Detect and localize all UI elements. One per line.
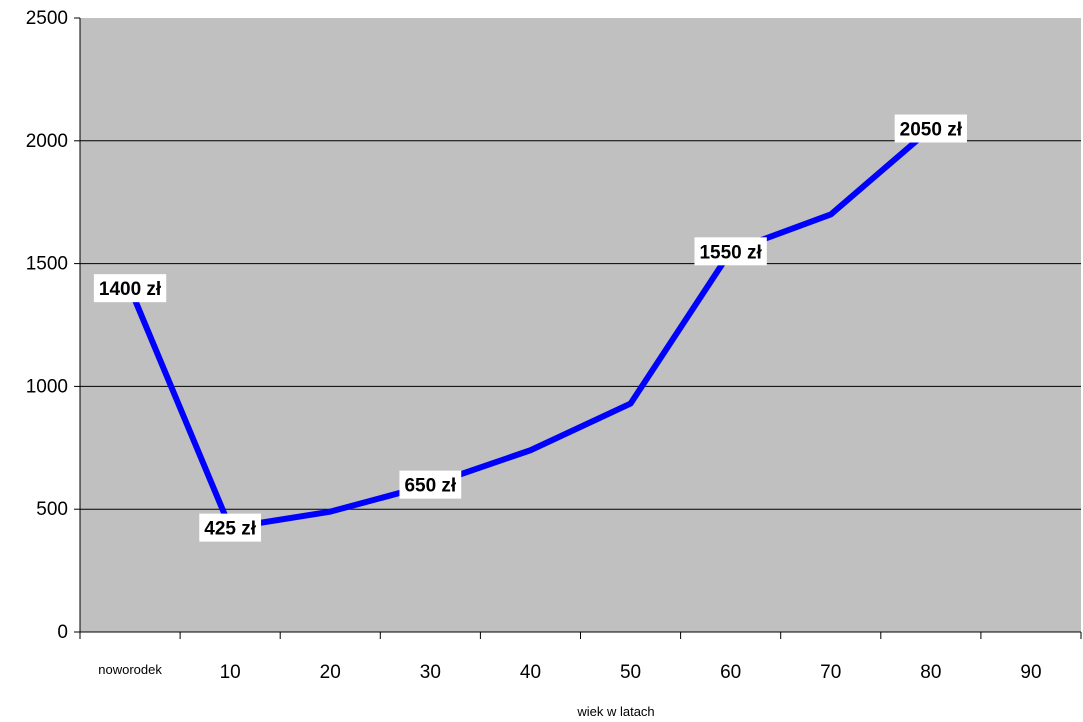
y-axis-ticks: 0 500 1000 1500 2000 2500	[26, 8, 80, 643]
data-label: 650 zł	[399, 470, 462, 499]
data-label-box	[694, 237, 767, 266]
gridlines	[80, 140, 1081, 510]
data-labels: 1400 zł 425 zł 650 zł 1550 zł 2050 zł	[93, 114, 968, 542]
y-tick-label: 2000	[26, 131, 68, 152]
data-label: 1550 zł	[694, 237, 767, 266]
data-label-box	[894, 114, 968, 143]
x-tick-label: noworodek	[98, 662, 162, 677]
y-tick-label: 0	[57, 622, 68, 643]
x-tick-label: 20	[320, 662, 341, 683]
data-label: 1400 zł	[93, 274, 167, 303]
data-label: 425 zł	[199, 513, 262, 542]
y-tick-label: 500	[36, 499, 68, 520]
x-tick-label: 40	[520, 662, 541, 683]
x-tick-label: 70	[820, 662, 841, 683]
x-tick-label: 80	[920, 662, 941, 683]
x-tick-label: 30	[420, 662, 441, 683]
y-tick-label: 2500	[26, 8, 68, 29]
x-axis-label: wiek w latach	[576, 704, 654, 719]
data-label-text: 1550 zł	[699, 242, 762, 263]
data-label-box	[399, 470, 462, 499]
x-tick-label: 50	[620, 662, 641, 683]
data-label-text: 1400 zł	[99, 279, 162, 300]
data-label-text: 425 zł	[204, 519, 256, 540]
data-label-text: 650 zł	[404, 476, 456, 497]
x-tick-label: 90	[1020, 662, 1041, 683]
data-label-text: 2050 zł	[900, 120, 963, 141]
data-label-box	[93, 274, 167, 303]
x-tick-label: 60	[720, 662, 741, 683]
y-tick-label: 1500	[26, 254, 68, 275]
x-axis-ticks: noworodek 10 20 30 40 50 60 70 80 90	[79, 632, 1082, 683]
x-tick-label: 10	[220, 662, 241, 683]
series-line	[127, 126, 933, 531]
data-label: 2050 zł	[894, 114, 968, 143]
data-label-box	[199, 513, 262, 542]
y-tick-label: 1000	[26, 376, 68, 397]
